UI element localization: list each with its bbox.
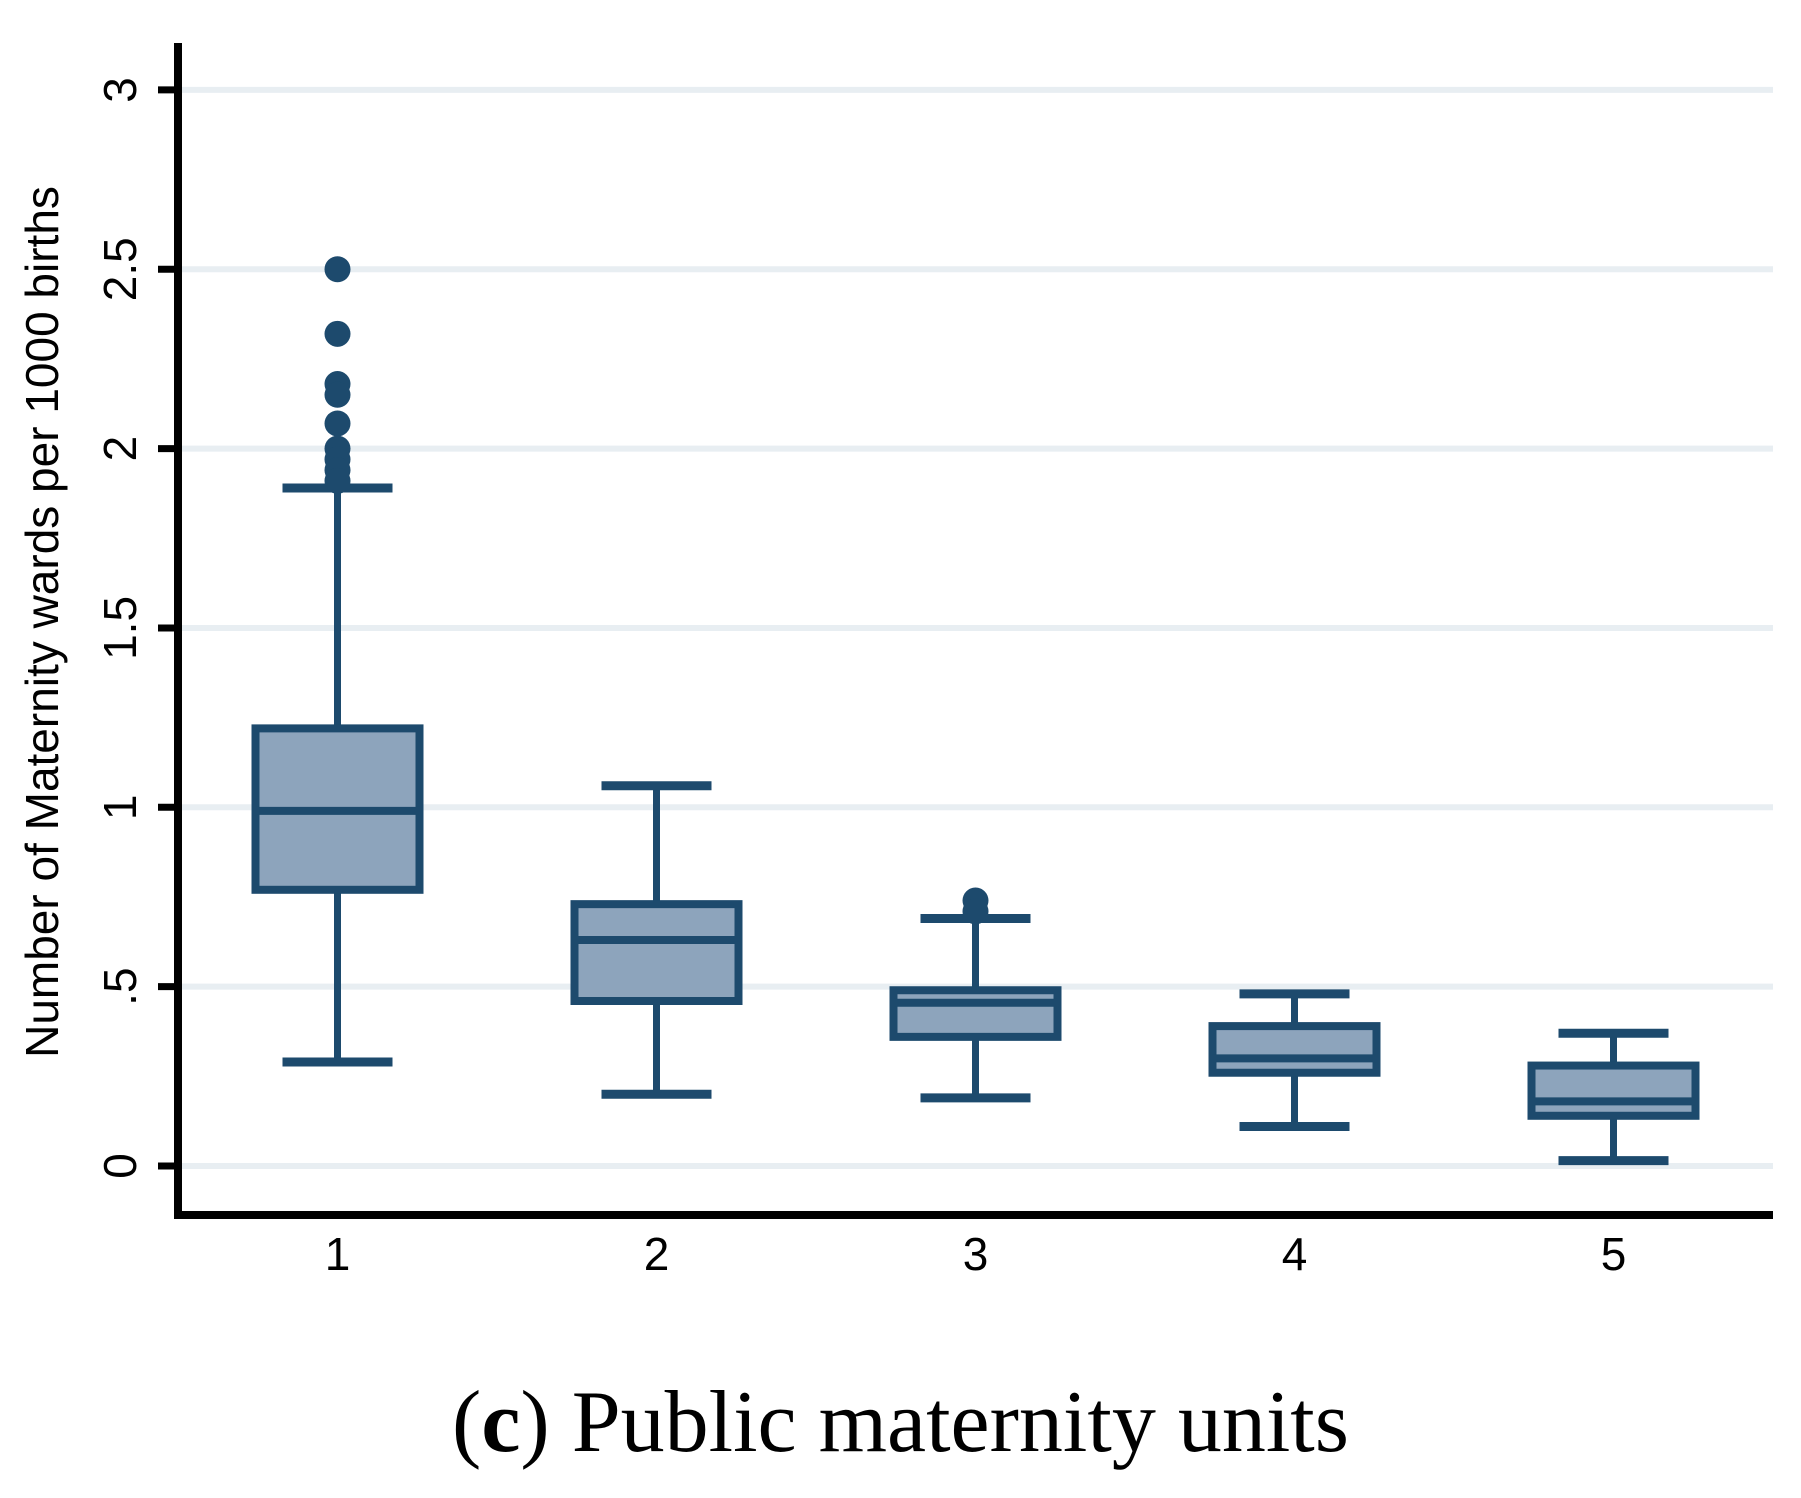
box-plot-group bbox=[570, 781, 743, 1099]
y-tick-label: 1 bbox=[94, 795, 146, 821]
y-tick-label: 0 bbox=[94, 1153, 146, 1179]
box-plot-group bbox=[1527, 1028, 1700, 1166]
x-category-label: 3 bbox=[963, 1228, 989, 1280]
y-axis-title: Number of Maternity wards per 1000 birth… bbox=[16, 186, 68, 1058]
x-category-label: 1 bbox=[325, 1228, 351, 1280]
caption-paren-open: ( bbox=[452, 1374, 482, 1471]
outlier-dot bbox=[324, 410, 351, 437]
caption-text: ) Public maternity units bbox=[520, 1374, 1349, 1471]
y-tick-label: 2.5 bbox=[94, 237, 146, 301]
caption-panel-letter: c bbox=[481, 1374, 521, 1471]
iqr-box bbox=[1208, 1022, 1381, 1077]
x-category-label: 4 bbox=[1282, 1228, 1308, 1280]
gridlines-layer bbox=[178, 86, 1773, 1169]
iqr-box bbox=[889, 986, 1062, 1041]
box-plot-group bbox=[251, 256, 424, 1067]
outlier-dot bbox=[324, 320, 351, 347]
boxes-layer bbox=[251, 256, 1700, 1166]
box-plot-group bbox=[889, 887, 1062, 1103]
x-category-label: 2 bbox=[644, 1228, 670, 1280]
outlier-dot bbox=[324, 467, 351, 494]
y-tick-label: 3 bbox=[94, 77, 146, 103]
iqr-box bbox=[570, 900, 743, 1005]
box-plot-group bbox=[1208, 989, 1381, 1132]
x-category-label: 5 bbox=[1601, 1228, 1627, 1280]
y-tick-label: 2 bbox=[94, 436, 146, 462]
y-tick-label: .5 bbox=[94, 967, 146, 1005]
outlier-dot bbox=[962, 898, 989, 925]
axes-layer: 0 .5 1 1.5 2 2.5 3 1 2 3 4 5 bbox=[94, 43, 1773, 1280]
y-tick-label: 1.5 bbox=[94, 596, 146, 660]
outlier-dot bbox=[324, 256, 351, 283]
outlier-dot bbox=[324, 381, 351, 408]
iqr-box bbox=[1527, 1061, 1700, 1120]
chart-caption: (c) Public maternity units bbox=[0, 1372, 1801, 1473]
